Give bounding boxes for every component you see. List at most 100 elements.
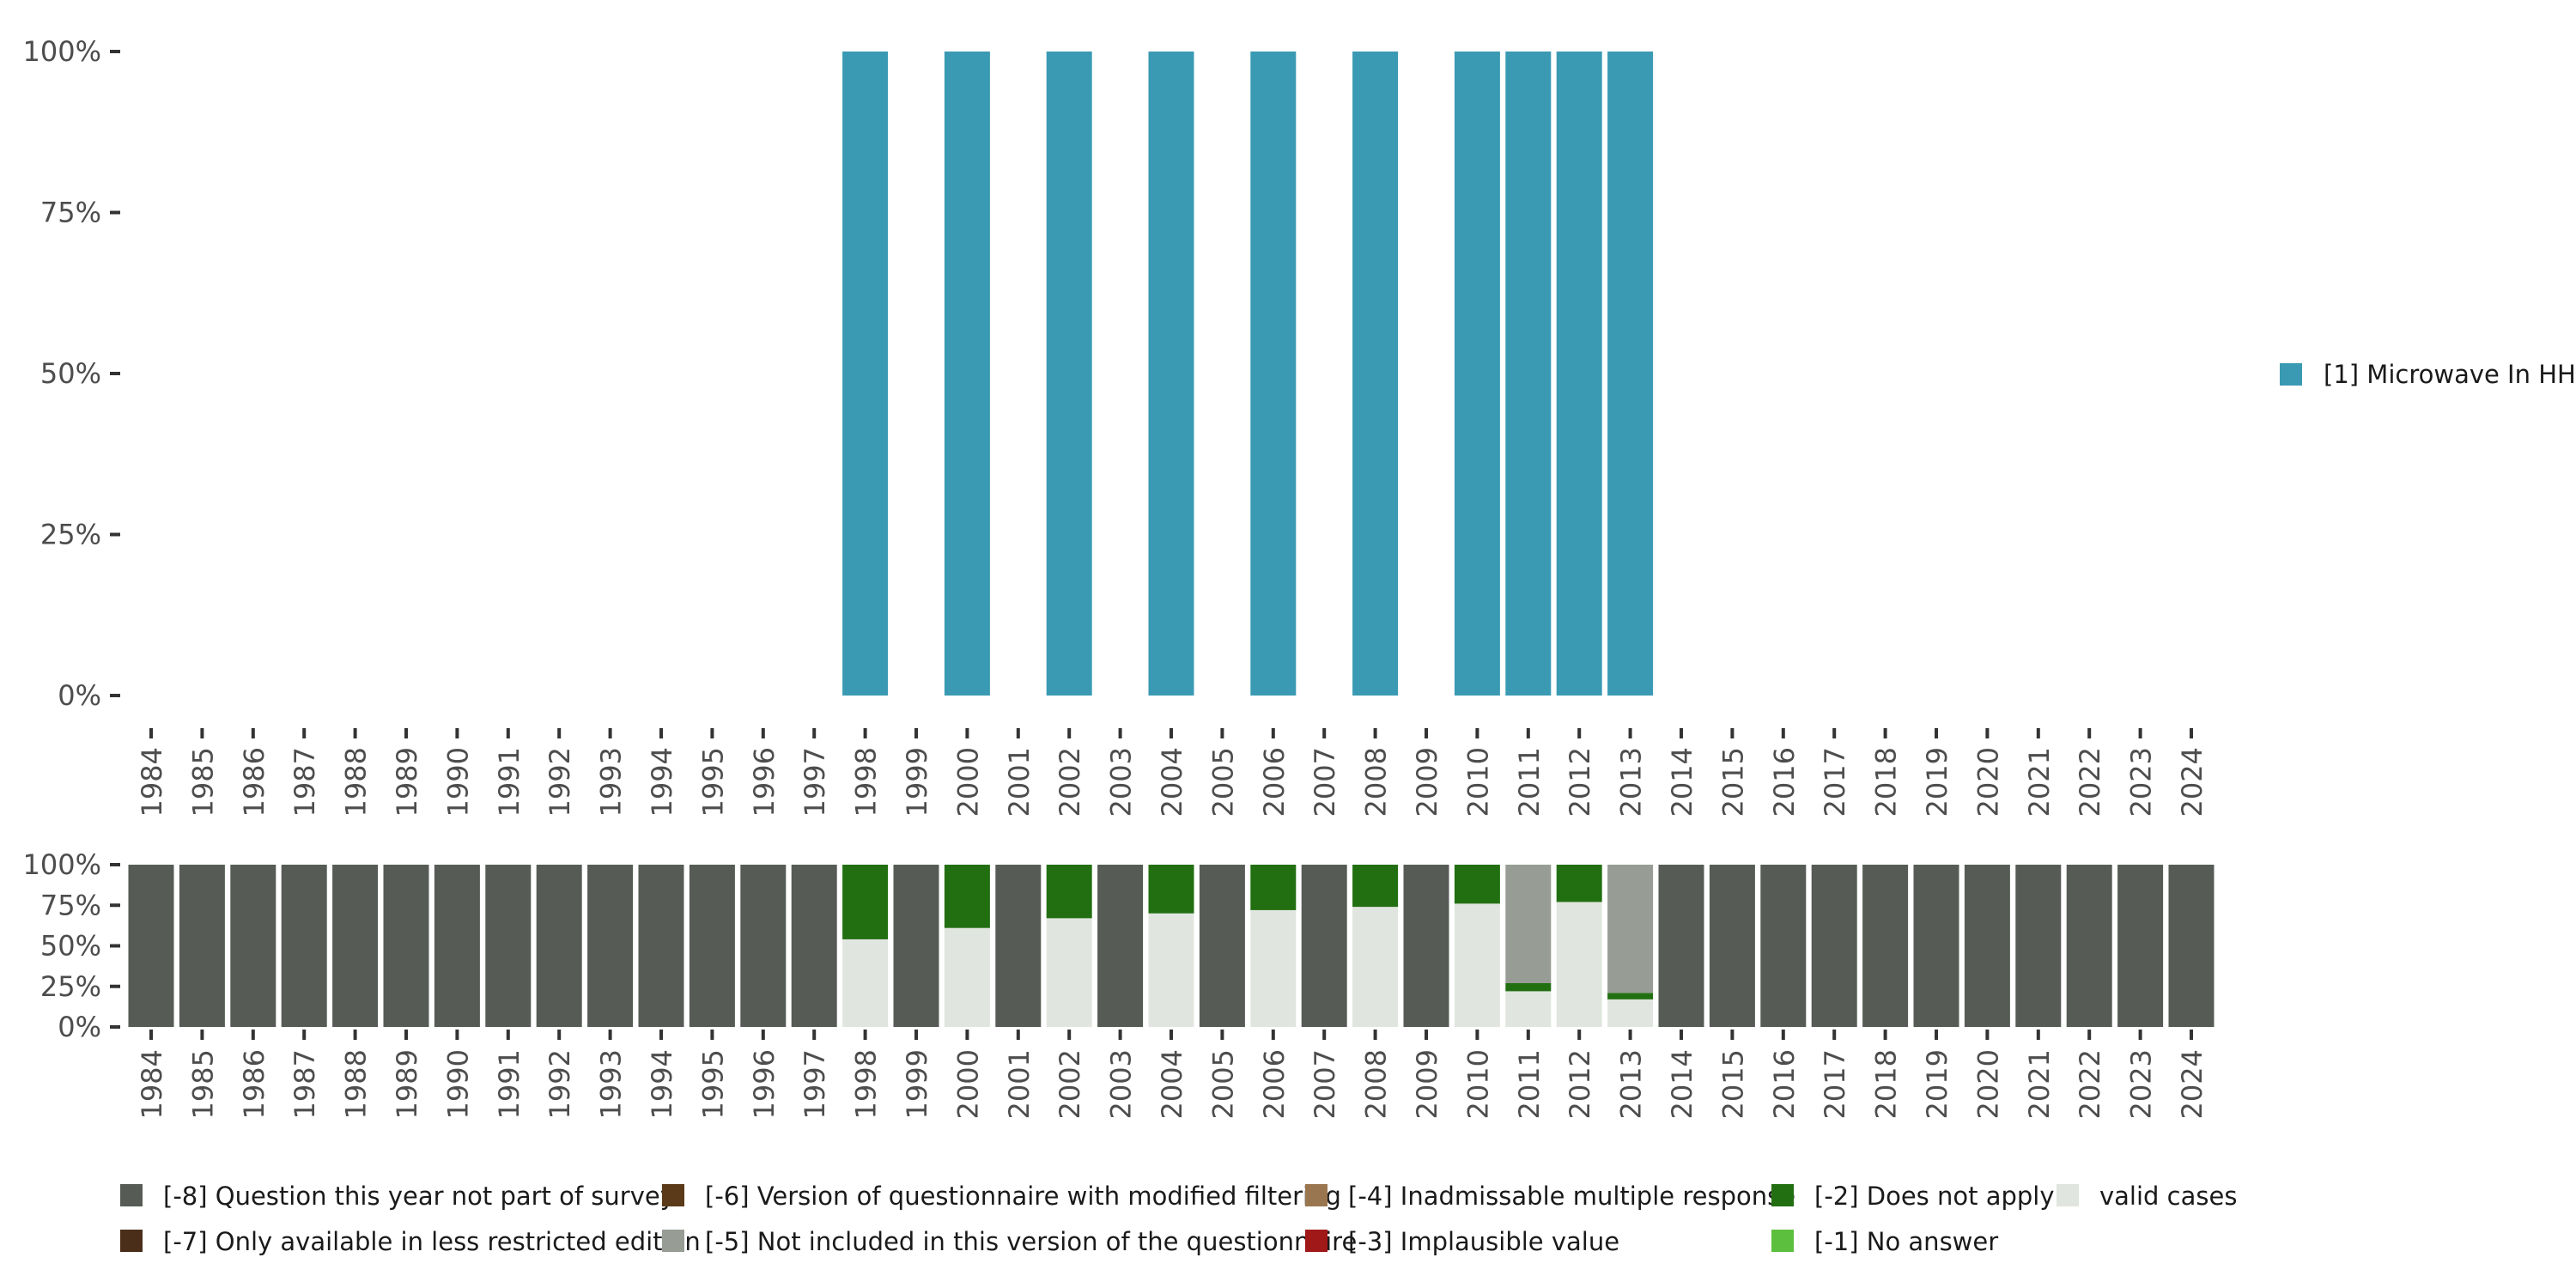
segment-1991-m8 (485, 865, 532, 1027)
x-tick-label: 1994 (646, 747, 678, 817)
x-tick-label: 1999 (901, 1049, 933, 1119)
x-tick-label: 1990 (441, 747, 474, 817)
bar-2010 (1454, 52, 1500, 696)
x-tick-label: 2018 (1870, 1049, 1903, 1119)
x-tick-label: 2004 (1156, 747, 1188, 817)
x-tick-label: 2023 (2125, 747, 2158, 817)
segment-1987-m8 (281, 865, 327, 1027)
segment-2022-m8 (2066, 865, 2112, 1027)
x-tick-label: 2005 (1206, 747, 1239, 817)
x-tick-label: 2011 (1513, 1049, 1546, 1119)
missing-values-legend: [-8] Question this year not part of surv… (120, 1182, 2237, 1256)
segment-1984-m8 (128, 865, 174, 1027)
x-tick-label: 2007 (1309, 1049, 1341, 1119)
segment-2011-m5 (1505, 865, 1552, 983)
x-tick-label: 1986 (238, 1049, 270, 1119)
x-tick-label: 2020 (1971, 1049, 2004, 1119)
segment-2021-m8 (2015, 865, 2062, 1027)
segment-2015-m8 (1709, 865, 1755, 1027)
legend-label-m4: [-4] Inadmissable multiple response (1348, 1182, 1795, 1211)
segment-2013-valid (1607, 999, 1654, 1027)
legend-swatch-m6 (662, 1184, 684, 1206)
x-tick-label: 1991 (493, 1049, 526, 1119)
legend-swatch-m3 (1305, 1230, 1327, 1252)
x-tick-label: 2016 (1768, 1049, 1801, 1119)
x-tick-label: 1993 (595, 747, 628, 817)
legend-swatch (2280, 363, 2302, 386)
segment-1992-m8 (536, 865, 582, 1027)
x-tick-label: 1996 (748, 1049, 781, 1119)
segment-1985-m8 (179, 865, 225, 1027)
x-tick-label: 1995 (696, 747, 729, 817)
segment-1995-m8 (689, 865, 735, 1027)
x-tick-label: 1985 (186, 747, 219, 817)
x-tick-label: 1997 (799, 1049, 831, 1119)
x-tick-label: 2001 (1003, 747, 1036, 817)
x-tick-label: 2006 (1258, 1049, 1291, 1119)
x-tick-label: 2001 (1003, 1049, 1036, 1119)
segment-2006-m2 (1250, 865, 1297, 910)
valid-values-chart: 0% 25% 50% 75% 100% 1984 1985 1986 1987 1988 1989 1… (23, 35, 2208, 817)
x-tick-label: 1996 (748, 747, 781, 817)
segment-2024-m8 (2168, 865, 2215, 1027)
y-tick-label: 25% (40, 970, 101, 1003)
segment-2010-m2 (1454, 865, 1500, 904)
bar-2011 (1505, 52, 1552, 696)
legend-swatch-m5 (662, 1230, 684, 1252)
x-tick-label: 2019 (1921, 1049, 1953, 1119)
segment-2008-valid (1352, 907, 1399, 1027)
segment-2005-m8 (1199, 865, 1245, 1027)
y-tick-label: 50% (40, 357, 101, 390)
legend-label-m8: [-8] Question this year not part of surv… (163, 1182, 675, 1211)
legend-label: [1] Microwave In HH (2324, 360, 2576, 389)
x-tick-label: 2008 (1360, 1049, 1393, 1119)
segment-1988-m8 (332, 865, 379, 1027)
segment-2006-valid (1250, 909, 1297, 1027)
segment-2009-m8 (1403, 865, 1449, 1027)
segment-2013-m2 (1607, 993, 1654, 999)
y-tick-label: 100% (23, 35, 101, 68)
x-tick-label: 2004 (1156, 1049, 1188, 1119)
segment-2020-m8 (1964, 865, 2010, 1027)
bar-1998 (842, 52, 889, 696)
x-tick-label: 1987 (289, 747, 321, 817)
legend-label-m3: [-3] Implausible value (1348, 1227, 1619, 1256)
legend-label-m2: [-2] Does not apply (1814, 1182, 2055, 1211)
x-tick-label: 2021 (2023, 1049, 2056, 1119)
legend-swatch-m1 (1771, 1230, 1794, 1252)
segment-2004-valid (1148, 913, 1194, 1027)
segment-2000-valid (944, 927, 990, 1027)
x-tick-label: 2005 (1206, 1049, 1239, 1119)
x-tick-label: 1989 (391, 1049, 423, 1119)
y-tick-label: 0% (58, 679, 101, 712)
x-tick-label: 2003 (1105, 747, 1138, 817)
segment-2003-m8 (1097, 865, 1144, 1027)
x-tick-label: 1997 (799, 747, 831, 817)
segment-2008-m2 (1352, 865, 1399, 908)
x-tick-label: 2018 (1870, 747, 1903, 817)
x-tick-label: 1991 (493, 747, 526, 817)
x-tick-label: 2015 (1716, 747, 1749, 817)
x-tick-label: 2012 (1564, 747, 1596, 817)
legend-swatch-m7 (120, 1230, 143, 1252)
x-tick-label: 2013 (1615, 1049, 1648, 1119)
x-tick-label: 1988 (340, 1049, 373, 1119)
x-tick-label: 2014 (1666, 747, 1698, 817)
bar-2013 (1607, 52, 1654, 696)
segment-2007-m8 (1301, 865, 1347, 1027)
bar-2012 (1556, 52, 1602, 696)
legend-swatch-m2 (1771, 1184, 1794, 1206)
x-tick-label: 2010 (1461, 747, 1494, 817)
x-tick-label: 2016 (1768, 747, 1801, 817)
x-tick-label: 1984 (136, 1049, 168, 1119)
segment-2016-m8 (1760, 865, 1807, 1027)
bar-2000 (944, 52, 990, 696)
segment-1990-m8 (434, 865, 480, 1027)
x-tick-label: 1985 (186, 1049, 219, 1119)
x-tick-label: 2024 (2176, 1049, 2208, 1119)
x-tick-label: 2020 (1971, 747, 2004, 817)
legend-label-m1: [-1] No answer (1814, 1227, 1998, 1256)
x-tick-label: 1995 (696, 1049, 729, 1119)
segment-2023-m8 (2117, 865, 2164, 1027)
